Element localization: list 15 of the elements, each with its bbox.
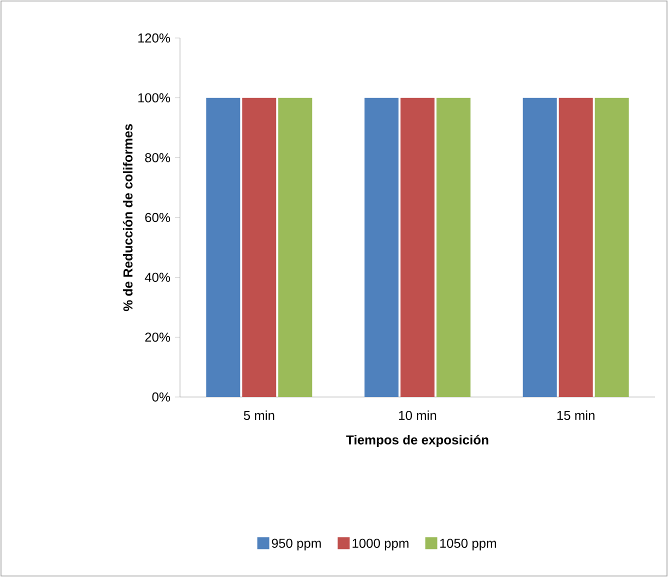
y-tick-label: 40% xyxy=(144,272,170,282)
y-tick-label: 100% xyxy=(138,93,170,102)
y-tick-label: 120% xyxy=(138,33,170,43)
legend-label: 1050 ppm xyxy=(440,538,496,550)
y-tick-label: 20% xyxy=(145,332,170,342)
legend-label: 950 ppm xyxy=(272,538,321,550)
y-tick-label: 60% xyxy=(145,212,170,222)
x-axis-title: Tiempos de exposición xyxy=(346,434,488,448)
legend-label: 1000 ppm xyxy=(352,538,408,550)
x-tick-label: 10 min xyxy=(399,410,436,420)
y-axis-title: % de Reducción de coliformes xyxy=(122,124,133,312)
y-tick-label: 0% xyxy=(152,392,170,402)
x-tick-label: 5 min xyxy=(244,410,274,420)
y-tick-label: 80% xyxy=(145,153,170,162)
x-tick-label: 15 min xyxy=(557,410,594,420)
